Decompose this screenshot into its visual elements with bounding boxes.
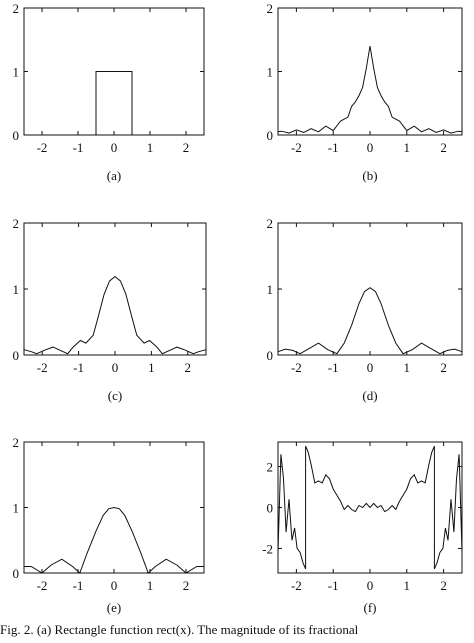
plot-frame xyxy=(277,222,463,356)
x-tick-label: 1 xyxy=(147,140,154,155)
data-curve xyxy=(23,275,207,355)
y-tick-label: 1 xyxy=(267,282,274,297)
data-curve xyxy=(277,46,463,134)
y-tick-label: 0 xyxy=(13,566,20,581)
y-tick-label: 1 xyxy=(13,501,20,516)
plot-frame xyxy=(23,222,207,356)
x-tick-label: 1 xyxy=(404,140,411,155)
y-tick-label: 0 xyxy=(267,348,274,363)
x-tick-label: -2 xyxy=(37,578,48,593)
x-tick-label: 0 xyxy=(111,140,118,155)
x-tick-label: -2 xyxy=(37,140,48,155)
y-tick-label: 0 xyxy=(267,501,274,516)
x-tick-label: 1 xyxy=(147,578,154,593)
x-tick-label: -1 xyxy=(328,140,339,155)
chart-panel: -2 -1 0 1 2 2 0 -2 (f) xyxy=(262,441,463,615)
y-tick-label: 1 xyxy=(13,65,20,80)
y-tick-label: 0 xyxy=(13,348,20,363)
chart-panel: -2 -1 0 1 2 0 1 2 (a) xyxy=(13,1,205,183)
x-tick-label: 2 xyxy=(185,360,192,375)
x-tick-label: 0 xyxy=(367,360,374,375)
x-tick-label: -1 xyxy=(73,578,84,593)
x-tick-label: 0 xyxy=(367,578,374,593)
data-curve xyxy=(24,506,204,574)
panel-label: (a) xyxy=(107,168,121,183)
y-tick-label: -2 xyxy=(262,541,273,556)
y-tick-label: 2 xyxy=(267,216,274,231)
x-tick-label: 0 xyxy=(111,578,118,593)
x-tick-label: 2 xyxy=(183,578,190,593)
x-tick-label: 2 xyxy=(440,578,447,593)
y-tick-label: 2 xyxy=(13,216,20,231)
x-tick-label: 1 xyxy=(404,360,411,375)
x-tick-label: -1 xyxy=(73,360,84,375)
x-tick-label: -2 xyxy=(291,578,302,593)
x-tick-label: 0 xyxy=(367,140,374,155)
data-curve xyxy=(24,71,204,136)
panel-label: (e) xyxy=(107,600,121,615)
chart-panel: -2 -1 0 1 2 0 1 2 (b) xyxy=(267,1,463,183)
x-tick-label: 0 xyxy=(112,360,119,375)
x-tick-label: 2 xyxy=(440,140,447,155)
x-tick-label: -1 xyxy=(73,140,84,155)
x-tick-label: -1 xyxy=(328,578,339,593)
data-curve xyxy=(277,445,463,570)
chart-panel: -2 -1 0 1 2 0 1 2 (e) xyxy=(13,435,205,615)
x-tick-label: -2 xyxy=(291,140,302,155)
panel-label: (d) xyxy=(362,388,377,403)
y-tick-label: 2 xyxy=(13,1,20,16)
x-tick-label: 1 xyxy=(404,578,411,593)
y-tick-label: 0 xyxy=(267,128,274,143)
figure-caption: Fig. 2. (a) Rectangle function rect(x). … xyxy=(0,622,359,637)
x-tick-label: -2 xyxy=(37,360,48,375)
panel-label: (b) xyxy=(362,168,377,183)
y-tick-label: 0 xyxy=(13,128,20,143)
y-tick-label: 2 xyxy=(267,1,274,16)
y-tick-label: 1 xyxy=(13,282,20,297)
x-tick-label: 2 xyxy=(440,360,447,375)
x-tick-label: -2 xyxy=(291,360,302,375)
panel-label: (f) xyxy=(364,600,377,615)
x-tick-label: 1 xyxy=(148,360,155,375)
y-tick-label: 2 xyxy=(13,435,20,450)
y-tick-label: 1 xyxy=(267,65,274,80)
chart-panel: -2 -1 0 1 2 0 1 2 (c) xyxy=(13,216,207,403)
plot-frame xyxy=(277,7,463,136)
y-tick-label: 2 xyxy=(267,460,274,475)
x-tick-label: -1 xyxy=(328,360,339,375)
data-curve xyxy=(277,287,463,355)
panel-label: (c) xyxy=(108,388,122,403)
x-tick-label: 2 xyxy=(183,140,190,155)
chart-panel: -2 -1 0 1 2 0 1 2 (d) xyxy=(267,216,463,403)
